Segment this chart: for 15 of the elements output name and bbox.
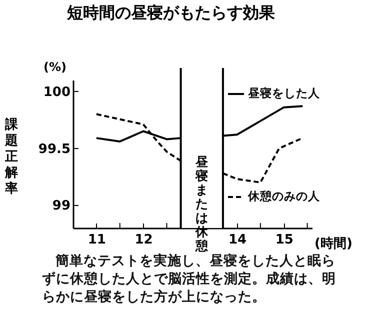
x-tick-label: 15 — [275, 232, 294, 248]
chart-title: 短時間の昼寝がもたらす効果 — [66, 3, 276, 22]
text: 簡単なテストを実施し、昼寝をした人と眠らずに休憩した人とで脳活性を測定。成績は、明らかに昼寝をした方が上になった。 — [42, 252, 337, 306]
y-axis-title: 課題正解率 — [4, 116, 19, 196]
y-tick-label: 99.5 — [38, 142, 70, 157]
x-tick-label: 12 — [134, 232, 153, 248]
x-axis-title: (時間) — [314, 236, 352, 252]
x-tick-label: 11 — [88, 232, 106, 248]
y-tick-label: 99 — [52, 198, 70, 214]
legend-label: 昼寝をした人 — [247, 86, 321, 100]
x-tick-label: 14 — [228, 232, 247, 248]
text: (%) — [44, 60, 66, 74]
y-tick-label: 100 — [43, 84, 70, 100]
band-label: 昼寝または休憩 — [194, 154, 210, 253]
legend-label: 休憩のみの人 — [247, 189, 321, 203]
